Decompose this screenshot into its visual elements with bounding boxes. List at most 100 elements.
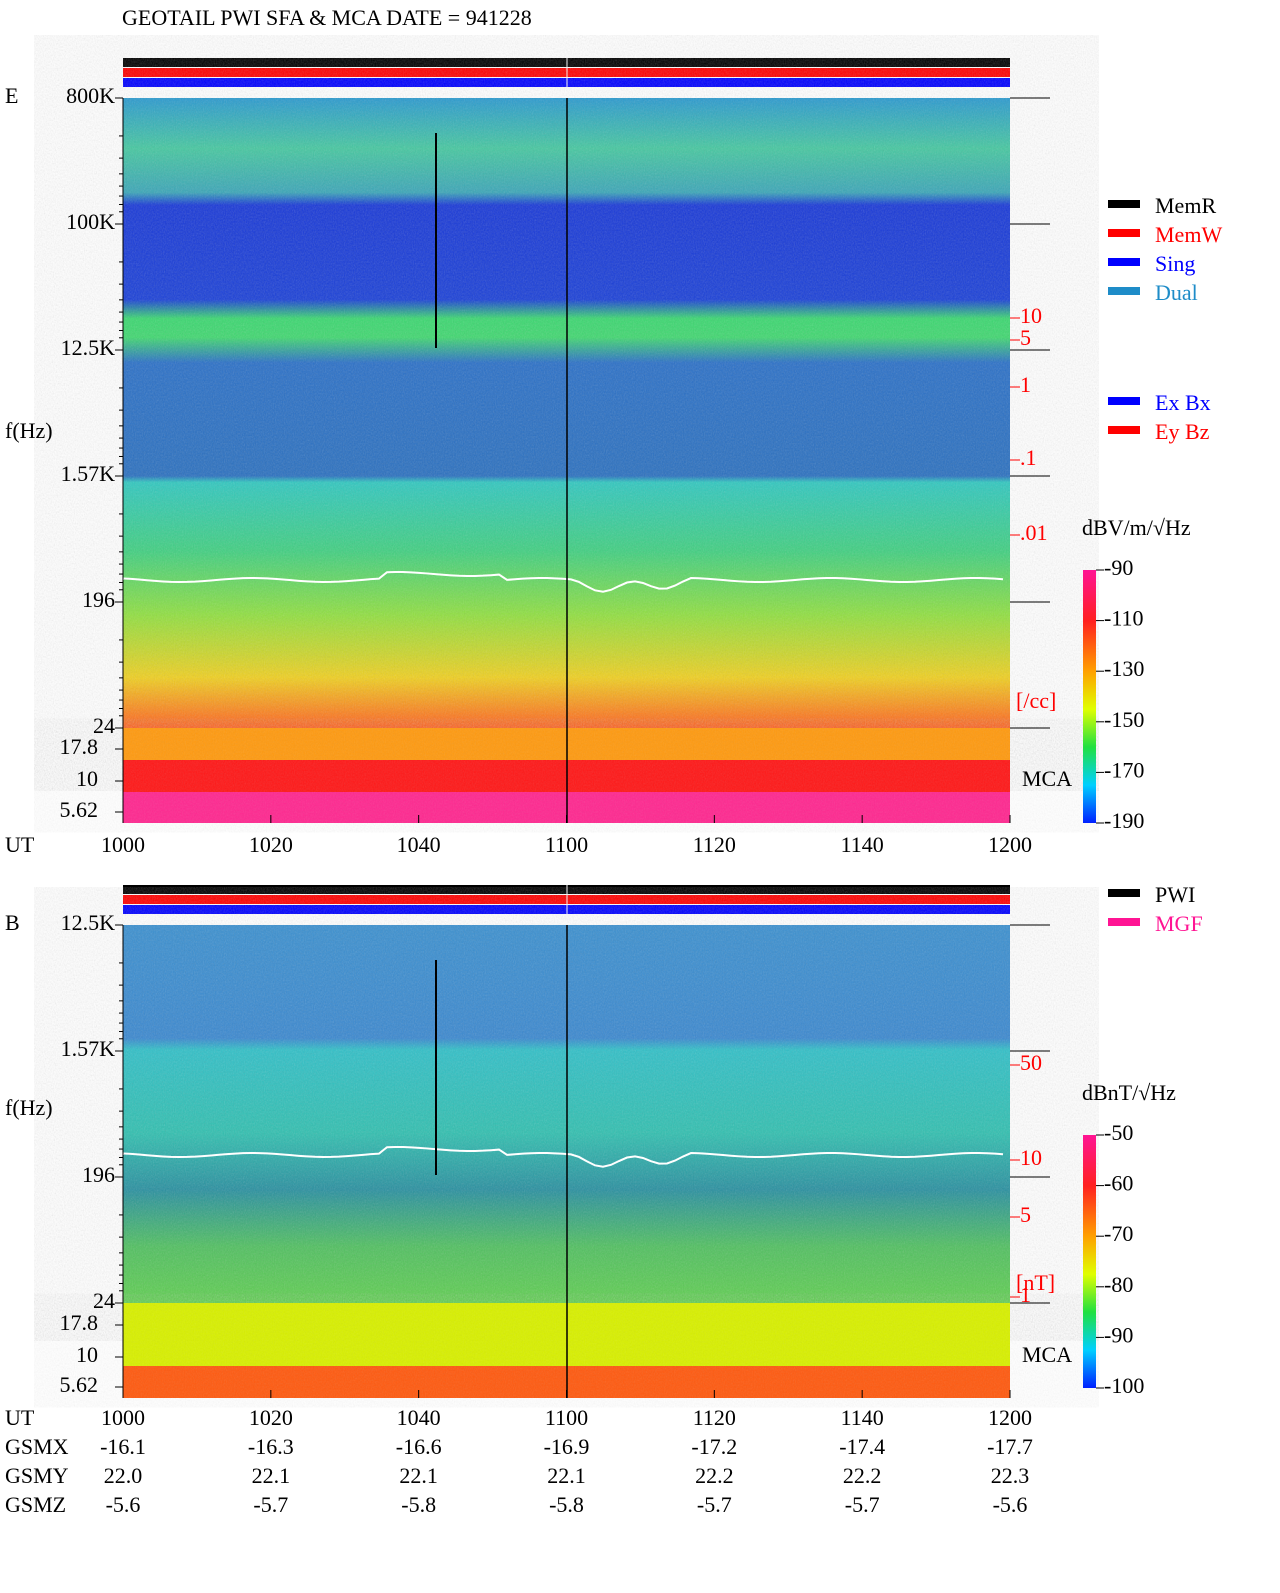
y-tick-label: 24 bbox=[93, 1288, 115, 1313]
legend-label: Sing bbox=[1155, 251, 1195, 276]
x-axis-label: UT bbox=[5, 832, 35, 857]
orbit-value: -17.2 bbox=[691, 1434, 737, 1459]
panel-label: E bbox=[5, 83, 18, 108]
legend-label: Ey Bz bbox=[1155, 419, 1210, 444]
mca-label: MCA bbox=[1022, 1342, 1072, 1367]
orbit-value: -5.7 bbox=[697, 1492, 732, 1517]
orbit-value: 22.2 bbox=[843, 1463, 882, 1488]
x-tick-label: 1020 bbox=[249, 1405, 293, 1430]
panel-label: B bbox=[5, 910, 20, 935]
colorbar-unit: dBnT/√Hz bbox=[1082, 1080, 1176, 1105]
y-tick-label: 1.57K bbox=[61, 1036, 116, 1061]
mca-tick-label: 10 bbox=[76, 766, 98, 791]
colorbar-tick-label: -190 bbox=[1104, 808, 1144, 833]
orbit-value: -5.7 bbox=[253, 1492, 288, 1517]
x-tick-label: 1140 bbox=[841, 1405, 884, 1430]
colorbar-tick-label: -130 bbox=[1104, 656, 1144, 681]
x-tick-label: 1000 bbox=[101, 1405, 145, 1430]
orbit-value: -16.6 bbox=[396, 1434, 442, 1459]
orbit-label: GSMZ bbox=[5, 1492, 66, 1517]
legend-swatch bbox=[1108, 258, 1140, 266]
colorbar-tick-label: -170 bbox=[1104, 757, 1144, 782]
colorbar-tick-label: -150 bbox=[1104, 707, 1144, 732]
mca-tick-label: 10 bbox=[76, 1342, 98, 1367]
orbit-value: 22.1 bbox=[547, 1463, 586, 1488]
legend-swatch bbox=[1108, 426, 1140, 434]
y-tick-label: 12.5K bbox=[61, 910, 116, 935]
y-tick-label: 100K bbox=[66, 209, 115, 234]
density-trace bbox=[122, 1146, 1004, 1168]
mca-tick-label: 17.8 bbox=[60, 1310, 99, 1335]
y-tick-label: 24 bbox=[93, 713, 115, 738]
colorbar-tick-label: -60 bbox=[1104, 1171, 1133, 1196]
x-axis-label: UT bbox=[5, 1405, 35, 1430]
orbit-value: -5.8 bbox=[549, 1492, 584, 1517]
legend-swatch bbox=[1108, 229, 1140, 237]
x-tick-label: 1200 bbox=[988, 1405, 1032, 1430]
x-tick-label: 1100 bbox=[545, 1405, 588, 1430]
orbit-value: 22.1 bbox=[399, 1463, 438, 1488]
legend-swatch bbox=[1108, 200, 1140, 208]
density-unit: [nT] bbox=[1016, 1270, 1055, 1295]
density-unit: [/cc] bbox=[1016, 688, 1056, 713]
orbit-value: -5.8 bbox=[401, 1492, 436, 1517]
density-tick-label: 10 bbox=[1020, 1145, 1042, 1170]
x-tick-label: 1120 bbox=[693, 832, 736, 857]
orbit-value: -5.7 bbox=[845, 1492, 880, 1517]
orbit-label: GSMX bbox=[5, 1434, 69, 1459]
orbit-value: -16.9 bbox=[544, 1434, 590, 1459]
x-tick-label: 1040 bbox=[397, 1405, 441, 1430]
legend-label: PWI bbox=[1155, 882, 1195, 907]
orbit-value: 22.3 bbox=[991, 1463, 1030, 1488]
orbit-value: -5.6 bbox=[993, 1492, 1028, 1517]
colorbar-tick-label: -70 bbox=[1104, 1221, 1133, 1246]
legend-label: Ex Bx bbox=[1155, 390, 1211, 415]
colorbar-tick-label: -80 bbox=[1104, 1272, 1133, 1297]
orbit-value: -16.3 bbox=[248, 1434, 294, 1459]
density-tick-label: 5 bbox=[1020, 325, 1031, 350]
mca-tick-label: 5.62 bbox=[60, 797, 99, 822]
y-axis-label: f(Hz) bbox=[5, 418, 53, 443]
colorbar-tick-label: -100 bbox=[1104, 1373, 1144, 1398]
density-tick-label: 1 bbox=[1020, 372, 1031, 397]
density-tick-label: 50 bbox=[1020, 1050, 1042, 1075]
x-tick-label: 1120 bbox=[693, 1405, 736, 1430]
colorbar bbox=[1083, 1135, 1096, 1388]
x-tick-label: 1020 bbox=[249, 832, 293, 857]
x-tick-label: 1140 bbox=[841, 832, 884, 857]
legend-swatch bbox=[1108, 918, 1140, 926]
colorbar-tick-label: -90 bbox=[1104, 555, 1133, 580]
x-tick-label: 1200 bbox=[988, 832, 1032, 857]
x-tick-label: 1100 bbox=[545, 832, 588, 857]
orbit-value: -17.7 bbox=[987, 1434, 1033, 1459]
orbit-value: 22.2 bbox=[695, 1463, 734, 1488]
mca-label: MCA bbox=[1022, 766, 1072, 791]
density-trace bbox=[122, 571, 1004, 593]
colorbar-tick-label: -110 bbox=[1104, 606, 1144, 631]
orbit-label: GSMY bbox=[5, 1463, 69, 1488]
x-tick-label: 1040 bbox=[397, 832, 441, 857]
density-tick-label: 5 bbox=[1020, 1202, 1031, 1227]
orbit-value: -17.4 bbox=[839, 1434, 885, 1459]
orbit-value: -5.6 bbox=[106, 1492, 141, 1517]
colorbar-tick-label: -50 bbox=[1104, 1120, 1133, 1145]
mca-tick-label: 17.8 bbox=[60, 734, 99, 759]
legend-label: MGF bbox=[1155, 911, 1203, 936]
y-tick-label: 196 bbox=[82, 1162, 115, 1187]
y-tick-label: 196 bbox=[82, 587, 115, 612]
legend-label: MemR bbox=[1155, 193, 1216, 218]
y-axis-label: f(Hz) bbox=[5, 1095, 53, 1120]
orbit-value: -16.1 bbox=[100, 1434, 146, 1459]
x-tick-label: 1000 bbox=[101, 832, 145, 857]
legend-swatch bbox=[1108, 889, 1140, 897]
y-tick-label: 12.5K bbox=[61, 335, 116, 360]
density-tick-label: 1 bbox=[1020, 1282, 1031, 1307]
legend-swatch bbox=[1108, 397, 1140, 405]
colorbar-tick-label: -90 bbox=[1104, 1322, 1133, 1347]
legend-label: MemW bbox=[1155, 222, 1222, 247]
density-tick-label: .1 bbox=[1020, 445, 1037, 470]
legend-label: Dual bbox=[1155, 280, 1198, 305]
colorbar-unit: dBV/m/√Hz bbox=[1082, 515, 1191, 540]
title: GEOTAIL PWI SFA & MCA DATE = 941228 bbox=[122, 5, 532, 30]
